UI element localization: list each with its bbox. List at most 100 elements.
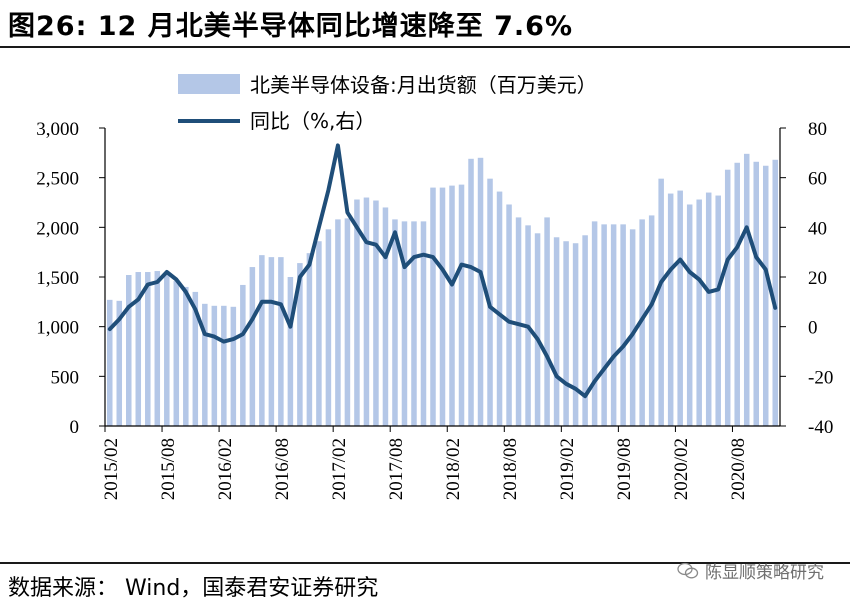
watermark-text: 陈显顺策略研究 — [705, 563, 824, 583]
bar — [211, 305, 218, 426]
bar — [658, 178, 664, 426]
bar — [743, 153, 750, 426]
bar — [106, 299, 113, 426]
y-right-tick-label: 20 — [808, 268, 827, 289]
legend-label-bar: 北美半导体设备:月出货额（百万美元） — [250, 73, 597, 97]
y-right-tick-label: 60 — [808, 169, 827, 190]
bar — [335, 219, 341, 426]
x-tick-label: 2019/08 — [614, 438, 635, 500]
bar — [240, 284, 246, 426]
bar — [297, 263, 303, 426]
x-tick-label: 2016/02 — [215, 438, 236, 500]
bar — [420, 221, 427, 426]
axes: 0 500 1,000 1,500 2,000 2,500 3,000 -40 -20 0 20 40… — [36, 119, 833, 500]
y-left-tick-label: 2,500 — [36, 169, 79, 190]
x-tick-label: 2016/08 — [272, 438, 293, 500]
bar — [496, 191, 503, 426]
x-tick-label: 2015/02 — [101, 438, 122, 500]
x-tick-label: 2015/08 — [158, 438, 179, 500]
bar — [192, 291, 199, 426]
y-right-tick-label: 0 — [808, 318, 818, 339]
bar — [762, 165, 769, 426]
bar — [430, 187, 436, 426]
bar — [458, 184, 465, 426]
bar — [515, 217, 522, 426]
bar — [183, 286, 189, 426]
bar — [221, 305, 227, 426]
legend-swatch-bar — [178, 74, 240, 94]
bar — [202, 303, 208, 426]
bar — [325, 229, 332, 426]
bar — [249, 267, 256, 426]
bar — [373, 200, 379, 426]
bar — [468, 158, 474, 426]
chart-area: 0 500 1,000 1,500 2,000 2,500 3,000 -40 -20 0 20 40… — [36, 73, 833, 500]
wechat-icon — [677, 562, 699, 578]
source-rule — [0, 562, 850, 564]
x-tick-label: 2020/02 — [671, 438, 692, 500]
bar — [715, 195, 721, 426]
legend-label-line: 同比（%,右） — [250, 109, 375, 133]
bar — [411, 221, 417, 426]
bar — [116, 300, 123, 426]
bar — [696, 199, 702, 426]
x-tick-label: 2017/02 — [329, 438, 350, 500]
x-tick-label: 2020/08 — [728, 438, 749, 500]
x-tick-label: 2018/02 — [443, 438, 464, 500]
bar — [259, 255, 265, 426]
bar — [753, 161, 759, 427]
bar — [154, 271, 161, 426]
y-left-tick-label: 0 — [70, 417, 80, 438]
bar — [449, 185, 455, 426]
watermark: 陈显顺策略研究 — [677, 558, 824, 583]
bar — [667, 193, 674, 426]
y-left-tick-label: 3,000 — [36, 119, 79, 140]
bar — [591, 221, 598, 426]
bar — [401, 221, 408, 426]
y-right-tick-label: -40 — [808, 417, 833, 438]
bar — [145, 272, 151, 426]
bar — [553, 237, 560, 426]
y-right-tick-label: 40 — [808, 218, 827, 239]
bar — [287, 277, 294, 426]
bar — [686, 204, 693, 426]
bar — [534, 233, 541, 426]
x-tick-label: 2018/08 — [500, 438, 521, 500]
bar — [268, 257, 275, 426]
bar — [544, 217, 550, 426]
bar-series — [106, 153, 779, 427]
bar — [572, 243, 579, 426]
x-tick-label: 2017/08 — [386, 438, 407, 500]
bar — [278, 257, 284, 426]
source-note: 数据来源： Wind，国泰君安证券研究 — [8, 576, 379, 601]
title-rule — [0, 46, 850, 48]
x-tick-label: 2019/02 — [557, 438, 578, 500]
bar — [363, 197, 370, 426]
bar — [582, 235, 588, 426]
y-right-tick-label: 80 — [808, 119, 827, 140]
y-left-tick-label: 1,000 — [36, 318, 79, 339]
bar — [126, 275, 132, 426]
bar — [392, 219, 398, 426]
bar — [316, 241, 322, 426]
y-left-tick-label: 2,000 — [36, 218, 79, 239]
bar — [629, 229, 636, 426]
bar — [734, 162, 740, 426]
bar — [506, 204, 512, 426]
y-left-tick-label: 500 — [51, 367, 80, 388]
bar — [135, 272, 142, 426]
bar — [620, 224, 626, 426]
y-right-tick-label: -20 — [808, 367, 833, 388]
bar — [610, 224, 617, 426]
bar — [705, 192, 712, 426]
bar — [477, 157, 484, 427]
chart-title: 图26: 12 月北美半导体同比增速降至 7.6% — [8, 11, 574, 42]
line-series-layer — [107, 143, 778, 399]
bar — [439, 187, 446, 426]
legend: 北美半导体设备:月出货额（百万美元） 同比（%,右） — [178, 73, 597, 133]
y-left-tick-label: 1,500 — [36, 268, 79, 289]
bar — [354, 199, 360, 426]
bar — [772, 159, 779, 426]
bar — [563, 241, 569, 426]
bar — [677, 190, 683, 426]
